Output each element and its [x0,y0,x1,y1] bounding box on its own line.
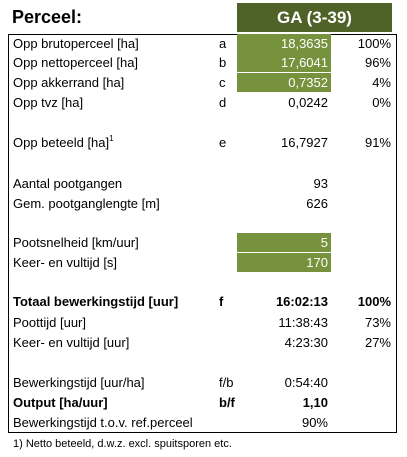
row-code: f/b [219,375,234,390]
row-pct: 73% [364,315,391,330]
label-text: Bewerkingstijd [uur/ha] [13,375,145,390]
label-text: Opp nettoperceel [ha] [13,55,139,70]
row-label: Bewerkingstijd t.o.v. ref.perceel [13,413,193,433]
row-value: 0,0242 [288,95,328,110]
row-code: b/f [219,395,235,410]
row-code: a [219,36,227,51]
input-cell [237,233,331,252]
label-text: Keer- en vultijd [s] [13,255,118,270]
row-code: c [219,75,226,90]
label-text: Opp beteeld [ha] [13,135,110,150]
row-label: Totaal bewerkingstijd [uur] [13,292,178,312]
row-code: e [219,135,227,150]
row-pct: 91% [364,135,391,150]
row-value: 0:54:40 [284,375,328,390]
row-value: 18,3635 [281,36,328,51]
title: Perceel: [12,7,83,27]
label-text: Poottijd [uur] [13,315,86,330]
input-cell [237,253,331,272]
label-text: Output [ha/uur] [13,395,108,410]
row-label: Opp beteeld [ha]1 [13,133,114,153]
row-label: Bewerkingstijd [uur/ha] [13,373,145,393]
row-label: Opp tvz [ha] [13,93,83,113]
row-label: Opp brutoperceel [ha] [13,34,139,54]
footnote: 1) Netto beteeld, d.w.z. excl. spuitspor… [13,438,232,450]
row-label: Opp nettoperceel [ha] [13,53,138,73]
row-code: b [219,55,227,70]
row-label: Pootsnelheid [km/uur] [13,233,139,253]
row-pct: 100% [357,36,391,51]
row-label: Output [ha/uur] [13,393,108,413]
footnote-ref: 1 [109,134,114,143]
row-value: 626 [306,196,328,211]
input-cell [237,53,331,72]
label-text: Aantal pootgangen [13,176,123,191]
row-pct: 4% [372,75,391,90]
row-value: 1,10 [302,395,328,410]
parcel-code: GA (3-39) [277,8,352,27]
row-pct: 100% [357,294,391,309]
row-label: Opp akkerrand [ha] [13,73,124,93]
row-label: Keer- en vultijd [uur] [13,333,129,353]
table-border [8,34,397,433]
row-label: Keer- en vultijd [s] [13,253,117,273]
row-value: 16,7927 [281,135,328,150]
label-text: Keer- en vultijd [uur] [13,335,130,350]
row-value: 5 [320,235,328,250]
row-code: f [219,294,224,309]
input-cell [237,73,331,92]
row-value: 17,6041 [281,55,328,70]
row-value: 93 [313,176,328,191]
label-text: Gem. pootganglengte [m] [13,196,160,211]
row-value: 4:23:30 [284,335,328,350]
label-text: Opp tvz [ha] [13,95,84,110]
label-text: Bewerkingstijd t.o.v. ref.perceel [13,415,193,430]
label-text: Opp brutoperceel [ha] [13,36,139,51]
label-text: Pootsnelheid [km/uur] [13,235,139,250]
row-pct: 96% [364,55,391,70]
row-value: 0,7352 [288,75,328,90]
row-value: 170 [306,255,328,270]
row-code: d [219,95,227,110]
row-label: Aantal pootgangen [13,174,122,194]
row-pct: 0% [372,95,391,110]
row-value: 16:02:13 [275,294,328,309]
row-value: 90% [301,415,328,430]
row-pct: 27% [364,335,391,350]
row-label: Poottijd [uur] [13,313,86,333]
row-value: 11:38:43 [278,315,328,330]
label-text: Totaal bewerkingstijd [uur] [13,294,179,309]
row-label: Gem. pootganglengte [m] [13,194,160,214]
header-box [237,3,392,32]
input-cell [237,34,331,53]
label-text: Opp akkerrand [ha] [13,75,125,90]
